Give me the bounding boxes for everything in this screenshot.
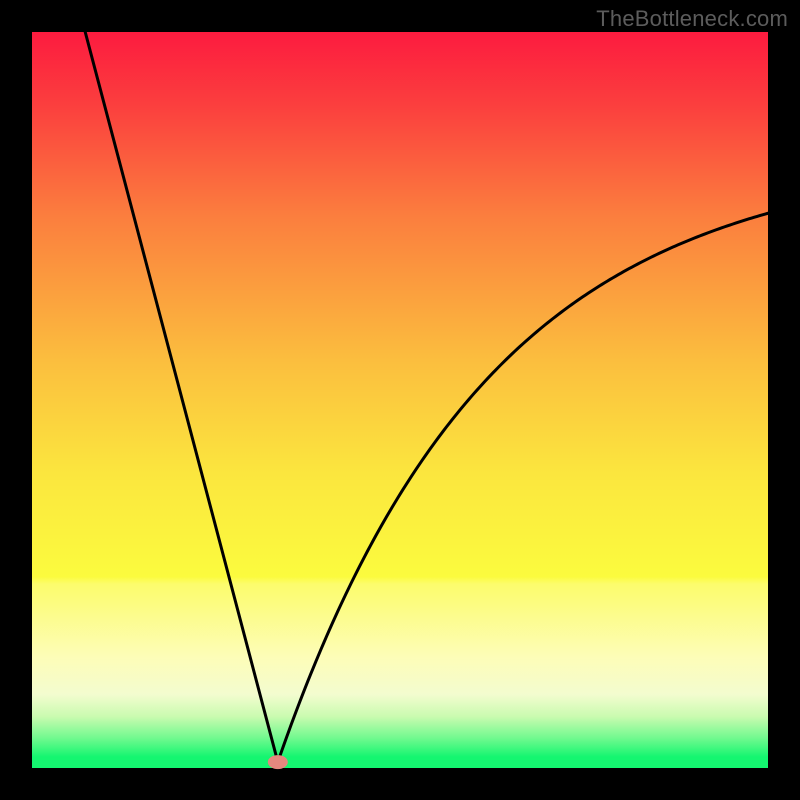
watermark-text: TheBottleneck.com — [596, 6, 788, 32]
figure-root: TheBottleneck.com — [0, 0, 800, 800]
bottleneck-curve — [82, 20, 768, 762]
minimum-marker — [268, 755, 288, 769]
plot-area — [32, 32, 768, 768]
plot-svg — [32, 32, 768, 768]
